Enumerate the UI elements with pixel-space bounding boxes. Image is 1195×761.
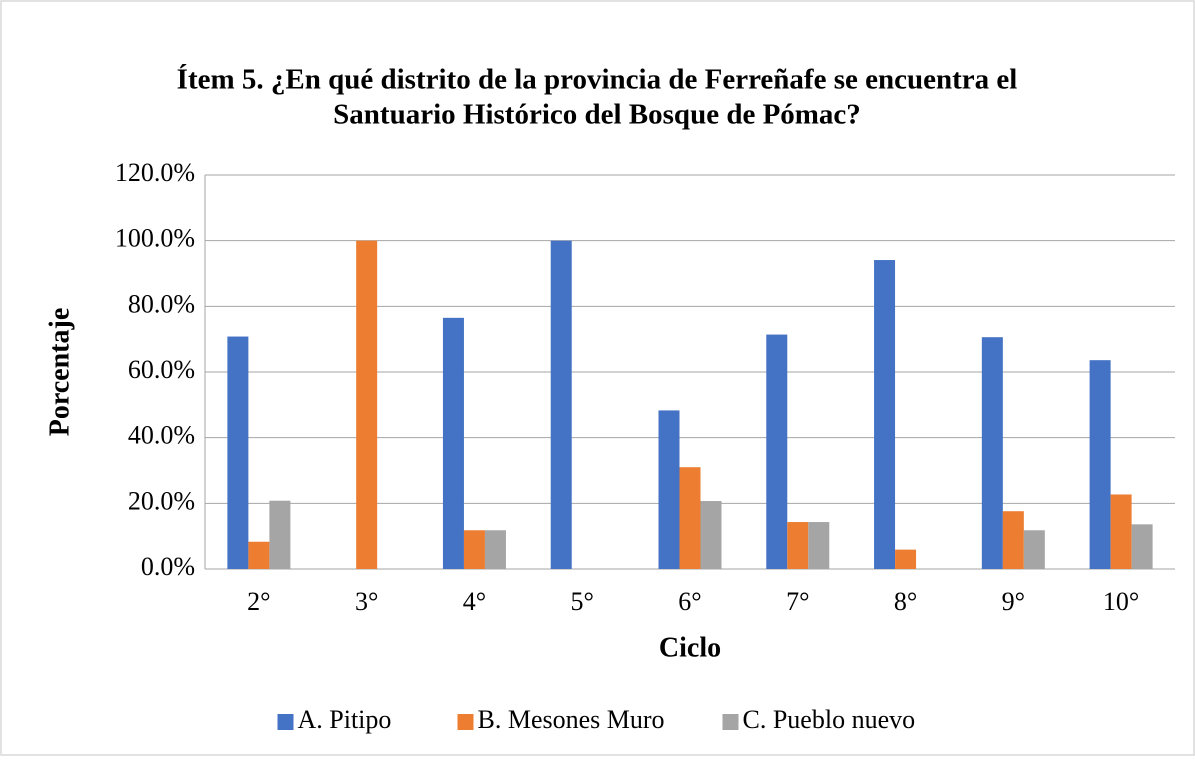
bar: [1131, 524, 1153, 569]
bar: [248, 541, 270, 569]
x-axis-label: Ciclo: [659, 632, 721, 663]
bar: [1110, 494, 1132, 569]
bar: [1023, 530, 1045, 569]
bar: [484, 530, 506, 569]
bar: [442, 317, 464, 569]
y-tick-label: 20.0%: [128, 486, 195, 515]
legend-label: B. Mesones Muro: [478, 705, 665, 734]
y-tick-label: 60.0%: [128, 355, 195, 384]
x-tick-label: 8°: [894, 587, 917, 616]
chart-subtitle: Santuario Histórico del Bosque de Pómac?: [333, 99, 861, 131]
bar: [808, 522, 830, 569]
legend-swatch: [457, 714, 474, 730]
bar: [1002, 511, 1024, 569]
y-axis-label: Porcentaje: [44, 308, 75, 437]
legend-swatch: [722, 714, 739, 730]
legend-label: A. Pitipo: [298, 705, 392, 734]
bar: [981, 337, 1003, 569]
chart-title: Ítem 5. ¿En qué distrito de la provincia…: [177, 63, 1018, 96]
x-tick-label: 4°: [463, 587, 486, 616]
x-tick-label: 6°: [678, 587, 701, 616]
bar: [787, 522, 809, 569]
y-tick-label: 120.0%: [115, 158, 195, 187]
x-tick-label: 9°: [1002, 587, 1025, 616]
x-tick-label: 5°: [571, 587, 594, 616]
x-tick-label: 3°: [355, 587, 378, 616]
bar: [227, 336, 249, 569]
y-tick-label: 0.0%: [141, 552, 195, 581]
bar: [658, 410, 680, 569]
bar: [550, 240, 572, 569]
x-tick-label: 10°: [1103, 587, 1139, 616]
bar: [895, 549, 917, 569]
legend-label: C. Pueblo nuevo: [743, 705, 916, 734]
bar: [874, 260, 896, 569]
bar: [356, 240, 378, 569]
legend-swatch: [277, 714, 294, 730]
x-tick-label: 7°: [786, 587, 809, 616]
bar: [269, 500, 291, 569]
bar: [463, 530, 485, 569]
x-tick-label: 2°: [247, 587, 270, 616]
bar: [700, 501, 722, 569]
y-tick-label: 40.0%: [128, 421, 195, 450]
y-tick-label: 80.0%: [128, 289, 195, 318]
bar: [1089, 360, 1111, 569]
bar: [679, 467, 701, 569]
bar: [766, 334, 788, 569]
y-tick-label: 100.0%: [115, 224, 195, 253]
